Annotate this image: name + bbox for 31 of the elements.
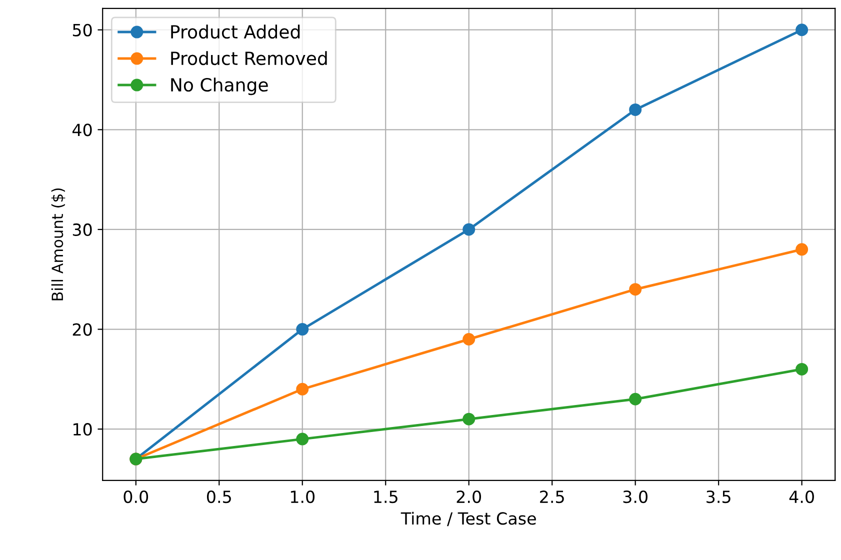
legend-label: Product Added bbox=[171, 24, 300, 39]
x-tick-label: 0.0 bbox=[124, 490, 148, 504]
point bbox=[629, 103, 642, 116]
legend-label: No Change bbox=[171, 78, 268, 96]
point bbox=[629, 392, 642, 406]
x-tick-label: 2.5 bbox=[540, 490, 564, 504]
y-tick-label: 40 bbox=[72, 124, 92, 136]
y-tick-label: 50 bbox=[72, 24, 92, 36]
y-axis-title: Bill Amount ($) bbox=[51, 188, 66, 300]
y-tick-label: 20 bbox=[72, 323, 92, 336]
point bbox=[296, 323, 309, 336]
x-tick-label: 4.0 bbox=[789, 490, 814, 504]
point bbox=[296, 382, 309, 396]
point bbox=[796, 362, 808, 376]
legend-label: Product Removed bbox=[171, 51, 327, 66]
x-tick-label: 3.0 bbox=[623, 490, 648, 504]
y-tick-label: 30 bbox=[72, 223, 92, 236]
point bbox=[462, 333, 476, 346]
point bbox=[462, 223, 476, 236]
x-tick-label: 2.0 bbox=[456, 490, 482, 504]
y-tick-label: 10 bbox=[74, 423, 92, 436]
x-tick-label: 0.5 bbox=[206, 490, 231, 504]
x-tick-label: 3.5 bbox=[706, 490, 730, 504]
x-tick-label: 1.5 bbox=[374, 490, 398, 504]
point bbox=[796, 243, 808, 256]
x-tick-label: 1.0 bbox=[290, 490, 315, 504]
point bbox=[296, 432, 309, 446]
x-axis-title: Time / Test Case bbox=[400, 512, 536, 526]
point bbox=[629, 283, 642, 296]
point bbox=[462, 412, 476, 426]
point bbox=[796, 24, 808, 36]
